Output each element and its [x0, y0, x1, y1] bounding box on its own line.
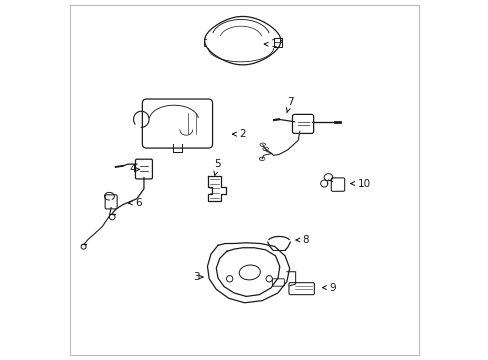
Text: 4: 4	[130, 165, 139, 174]
Text: 9: 9	[322, 283, 335, 293]
Text: 10: 10	[350, 179, 370, 189]
Text: 7: 7	[286, 98, 293, 113]
Text: 3: 3	[193, 272, 203, 282]
Text: 8: 8	[295, 235, 309, 245]
Text: 5: 5	[214, 159, 221, 175]
Text: 6: 6	[128, 198, 142, 208]
Text: 2: 2	[232, 129, 245, 139]
Text: 1: 1	[264, 39, 277, 49]
